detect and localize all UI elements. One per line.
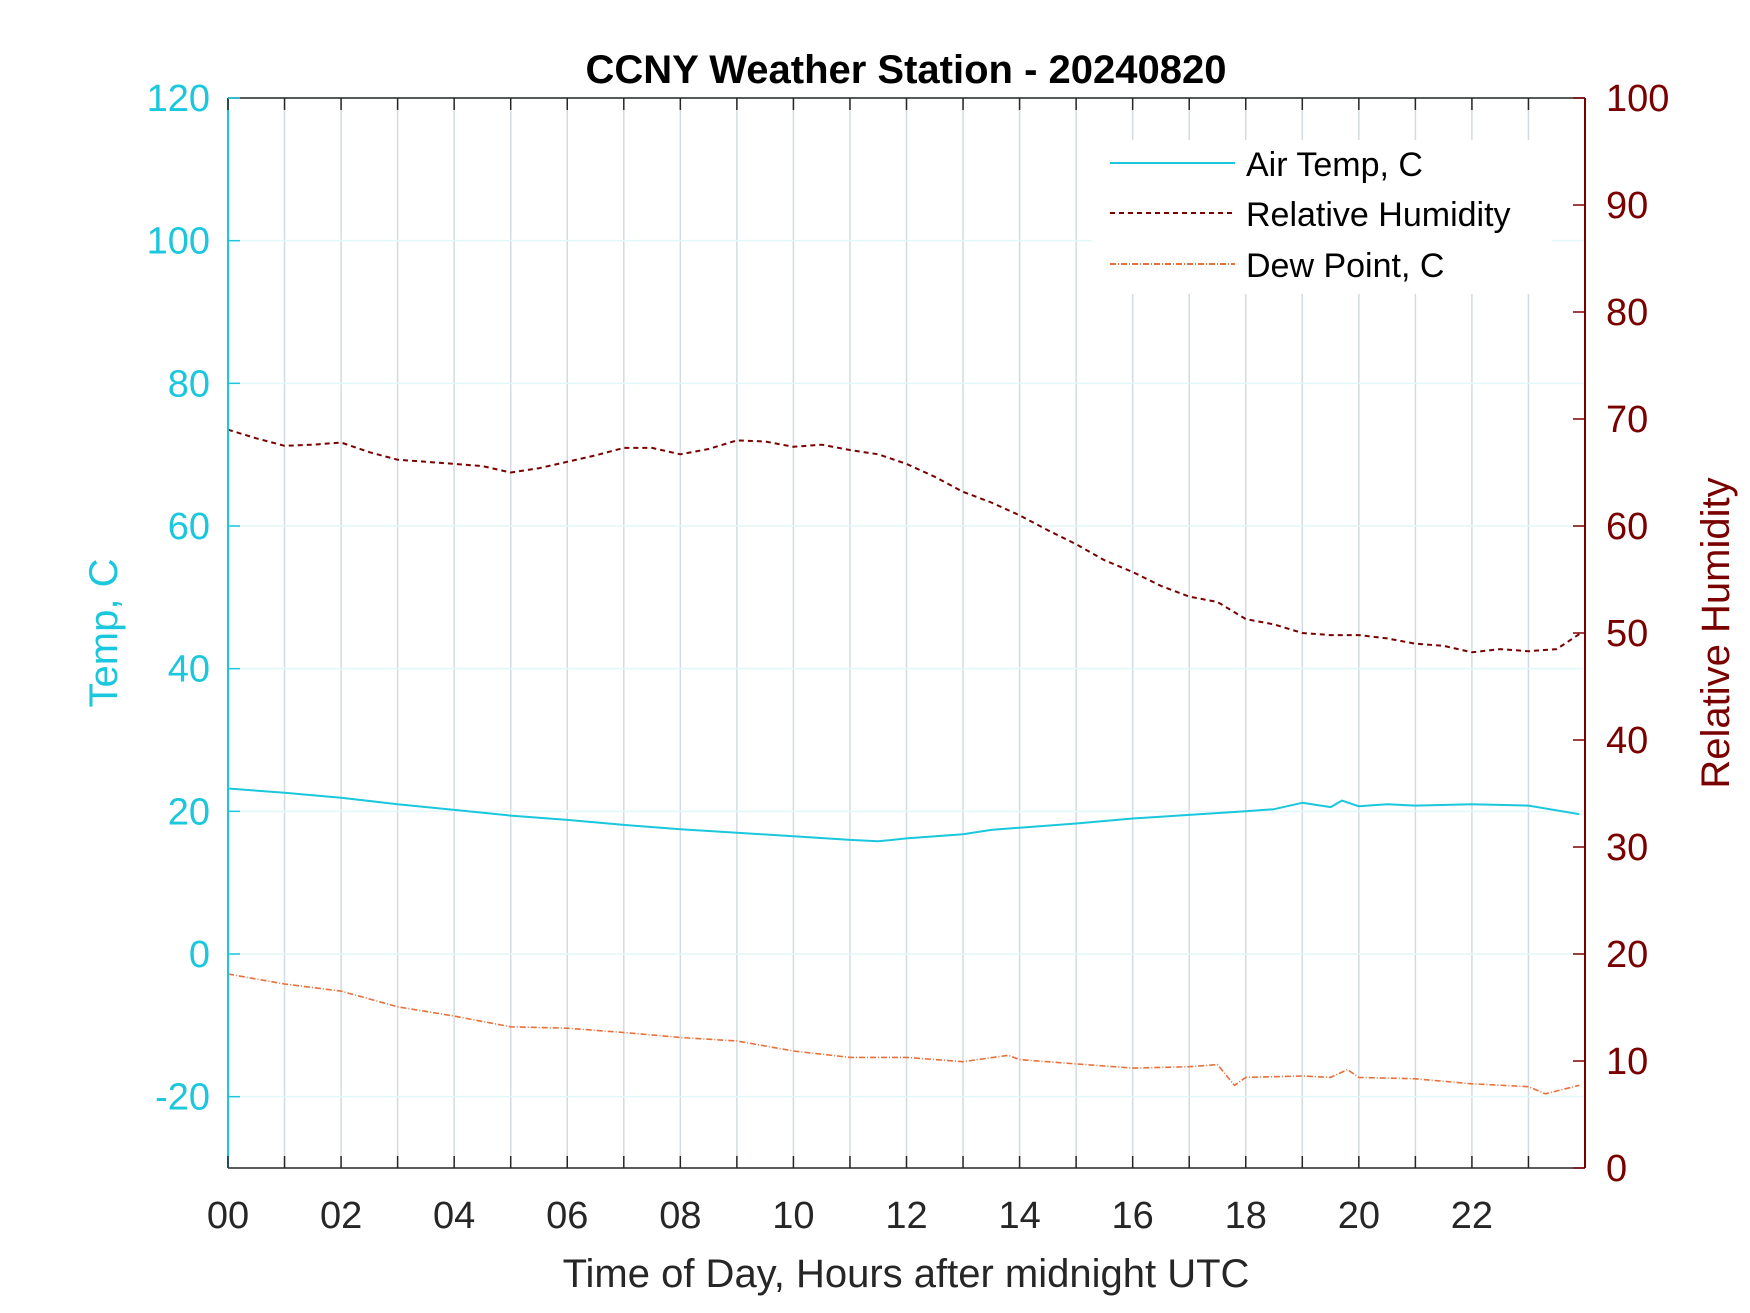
y-right-tick-label: 20	[1606, 934, 1648, 976]
legend: Air Temp, C Relative Humidity Dew Point,…	[1092, 140, 1552, 294]
series-relative-humidity	[227, 428, 1580, 654]
y-axis-right-label: Relative Humidity	[1694, 477, 1738, 788]
y-right-tick-label: 0	[1606, 1148, 1627, 1190]
right-axis-ticks: 0 10 20 30 40 50 60 70 80 90 100	[1573, 78, 1669, 1190]
y-right-tick-label: 100	[1606, 78, 1669, 120]
y-left-tick-label: 80	[168, 363, 210, 405]
y-left-tick-label: 120	[147, 78, 210, 120]
x-tick-label: 16	[1112, 1195, 1154, 1237]
x-axis-ticks: 00 02 04 06 08 10 12 14 16 18 20 22	[207, 1195, 1493, 1237]
x-axis-label: Time of Day, Hours after midnight UTC	[563, 1252, 1250, 1296]
x-tick-label: 14	[998, 1195, 1040, 1237]
y-left-tick-label: 60	[168, 506, 210, 548]
legend-box	[1092, 140, 1552, 294]
y-left-tick-label: -20	[155, 1077, 210, 1119]
x-tick-label: 06	[546, 1195, 588, 1237]
y-right-tick-label: 10	[1606, 1041, 1648, 1083]
left-axis-ticks: -20 0 20 40 60 80 100 120	[147, 78, 240, 1119]
y-right-tick-label: 70	[1606, 399, 1648, 441]
y-right-tick-label: 80	[1606, 292, 1648, 334]
legend-label-air-temp: Air Temp, C	[1246, 146, 1423, 184]
y-left-tick-label: 0	[189, 934, 210, 976]
y-right-tick-label: 50	[1606, 613, 1648, 655]
grid	[228, 97, 1585, 1168]
y-left-tick-label: 20	[168, 791, 210, 833]
x-tick-label: 20	[1338, 1195, 1380, 1237]
x-tick-label: 10	[772, 1195, 814, 1237]
y-right-tick-label: 30	[1606, 827, 1648, 869]
y-axis-left-label: Temp, C	[82, 559, 126, 708]
y-right-tick-label: 60	[1606, 506, 1648, 548]
x-tick-label: 02	[320, 1195, 362, 1237]
y-right-tick-label: 40	[1606, 720, 1648, 762]
x-tick-label: 12	[885, 1195, 927, 1237]
series-air-temp	[227, 787, 1580, 843]
x-tick-label: 00	[207, 1195, 249, 1237]
x-tick-label: 18	[1225, 1195, 1267, 1237]
y-left-tick-label: 40	[168, 649, 210, 691]
series-dew-point	[227, 973, 1580, 1095]
chart-title: CCNY Weather Station - 20240820	[586, 48, 1227, 92]
legend-label-relative-humidity: Relative Humidity	[1246, 196, 1511, 234]
x-tick-label: 08	[659, 1195, 701, 1237]
legend-label-dew-point: Dew Point, C	[1246, 247, 1444, 285]
y-right-tick-label: 90	[1606, 185, 1648, 227]
x-tick-label: 22	[1451, 1195, 1493, 1237]
series-layer	[227, 428, 1580, 1095]
x-tick-label: 04	[433, 1195, 475, 1237]
y-left-tick-label: 100	[147, 221, 210, 263]
